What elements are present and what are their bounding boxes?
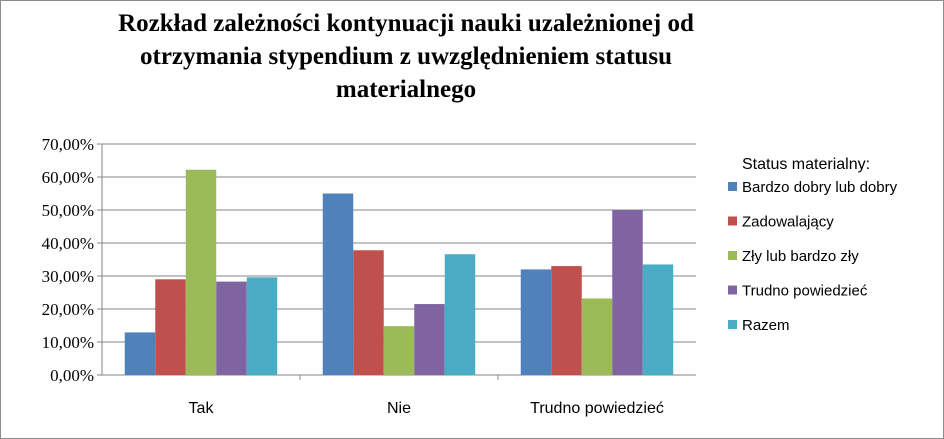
bar (353, 250, 384, 375)
y-tick-label: 70,00% (42, 135, 94, 154)
bar (322, 193, 354, 375)
legend-title: Status materialny: (742, 156, 870, 173)
legend-label: Zadowalający (742, 214, 834, 231)
bar (551, 266, 582, 375)
bar (581, 298, 613, 375)
y-tick-label: 50,00% (42, 201, 94, 220)
legend-swatch (728, 320, 737, 329)
legend-label: Razem (742, 317, 790, 334)
x-tick-label: Trudno powiedzieć (530, 400, 664, 417)
y-tick-label: 20,00% (42, 300, 94, 319)
bar (520, 269, 552, 375)
bar (246, 277, 278, 375)
legend-label: Trudno powiedzieć (742, 283, 868, 300)
bar (414, 304, 445, 375)
y-tick-label: 40,00% (42, 234, 94, 253)
bar (612, 210, 643, 375)
bar (155, 279, 186, 375)
legend-swatch (728, 251, 737, 260)
y-tick-label: 60,00% (42, 168, 94, 187)
bar (444, 254, 476, 375)
y-tick-label: 30,00% (42, 267, 94, 286)
bar (383, 326, 415, 375)
y-tick-label: 0,00% (50, 366, 94, 385)
bar (185, 169, 217, 375)
x-tick-label: Nie (387, 400, 411, 417)
bar (642, 264, 674, 375)
y-tick-label: 10,00% (42, 333, 94, 352)
legend-label: Zły lub bardzo zły (742, 248, 859, 265)
bar (124, 332, 156, 375)
bar (216, 281, 247, 375)
legend-swatch (728, 285, 737, 295)
legend-swatch (728, 216, 737, 226)
x-tick-label: Tak (189, 400, 215, 417)
legend-label: Bardzo dobry lub dobry (742, 179, 898, 196)
legend-swatch (728, 182, 737, 191)
chart-title: Rozkład zależności kontynuacji nauki uza… (118, 10, 694, 103)
